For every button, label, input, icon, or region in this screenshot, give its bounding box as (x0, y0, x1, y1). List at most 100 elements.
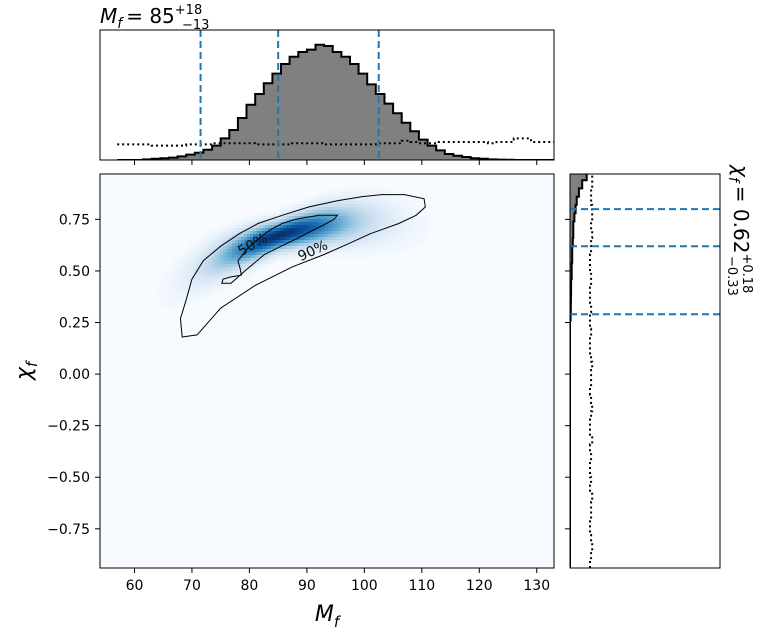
density-cell (169, 279, 173, 283)
density-cell (217, 267, 221, 271)
density-cell (235, 228, 239, 232)
density-cell (307, 225, 311, 229)
density-cell (352, 213, 356, 217)
density-cell (301, 258, 305, 262)
right-y-ticks (565, 218, 570, 530)
density-cell (307, 198, 311, 202)
density-cell (229, 222, 233, 226)
density-cell (358, 201, 362, 205)
density-cell (388, 198, 392, 202)
density-cell (256, 264, 260, 268)
density-cell (346, 189, 350, 193)
density-cell (400, 216, 404, 220)
density-cell (301, 237, 305, 241)
density-cell (409, 237, 413, 241)
density-cell (424, 234, 428, 238)
density-cell (220, 249, 224, 253)
density-cell (346, 255, 350, 259)
density-cell (382, 219, 386, 223)
density-cell (262, 267, 266, 271)
density-cell (193, 249, 197, 253)
density-cell (271, 234, 275, 238)
density-cell (292, 243, 296, 247)
density-cell (376, 189, 380, 193)
density-cell (217, 255, 221, 259)
density-cell (181, 261, 185, 265)
density-cell (211, 279, 215, 283)
density-cell (187, 261, 191, 265)
density-cell (304, 231, 308, 235)
density-cell (421, 216, 425, 220)
density-cell (175, 291, 179, 295)
density-cell (232, 270, 236, 274)
density-cell (223, 240, 227, 244)
density-cell (205, 240, 209, 244)
density-cell (235, 270, 239, 274)
density-cell (241, 225, 245, 229)
density-cell (322, 204, 326, 208)
density-cell (223, 225, 227, 229)
density-cell (229, 234, 233, 238)
mass-prior-outline (117, 137, 554, 147)
density-cell (376, 234, 380, 238)
density-cell (181, 294, 185, 298)
density-cell (223, 270, 227, 274)
density-cell (208, 231, 212, 235)
density-cell (319, 240, 323, 244)
density-cell (295, 252, 299, 256)
density-cell (319, 249, 323, 253)
density-cell (370, 189, 374, 193)
density-cell (421, 222, 425, 226)
density-cell (370, 252, 374, 256)
density-cell (322, 198, 326, 202)
density-cell (325, 225, 329, 229)
density-cell (367, 252, 371, 256)
density-cell (262, 219, 266, 223)
density-cell (196, 258, 200, 262)
density-cell (256, 255, 260, 259)
density-cell (178, 267, 182, 271)
density-cell (220, 279, 224, 283)
density-cell (322, 234, 326, 238)
density-cell (370, 240, 374, 244)
density-cell (280, 231, 284, 235)
density-cell (202, 246, 206, 250)
density-cell (184, 267, 188, 271)
density-cell (385, 216, 389, 220)
density-cell (343, 204, 347, 208)
density-cell (304, 249, 308, 253)
density-cell (202, 261, 206, 265)
density-cell (382, 237, 386, 241)
joint-y-ticks: 0.750.500.250.00−0.25−0.50−0.75 (47, 212, 100, 538)
spin-hist-fill (570, 174, 587, 568)
density-cell (226, 261, 230, 265)
density-cell (283, 252, 287, 256)
density-cell (373, 237, 377, 241)
density-cell (388, 210, 392, 214)
density-cell (313, 240, 317, 244)
density-cell (328, 234, 332, 238)
density-cell (193, 291, 197, 295)
density-cell (259, 213, 263, 217)
density-cell (322, 255, 326, 259)
density-cell (160, 300, 164, 304)
density-cell (268, 216, 272, 220)
density-cell (244, 270, 248, 274)
density-cell (382, 189, 386, 193)
density-cell (235, 249, 239, 253)
density-cell (238, 225, 242, 229)
density-cell (370, 210, 374, 214)
density-cell (319, 237, 323, 241)
density-cell (337, 231, 341, 235)
density-cell (205, 258, 209, 262)
density-cell (310, 243, 314, 247)
density-cell (277, 210, 281, 214)
density-cell (217, 243, 221, 247)
density-cell (394, 225, 398, 229)
density-cell (409, 243, 413, 247)
density-cell (271, 237, 275, 241)
density-cell (244, 225, 248, 229)
density-cell (361, 222, 365, 226)
density-cell (352, 237, 356, 241)
density-cell (277, 240, 281, 244)
